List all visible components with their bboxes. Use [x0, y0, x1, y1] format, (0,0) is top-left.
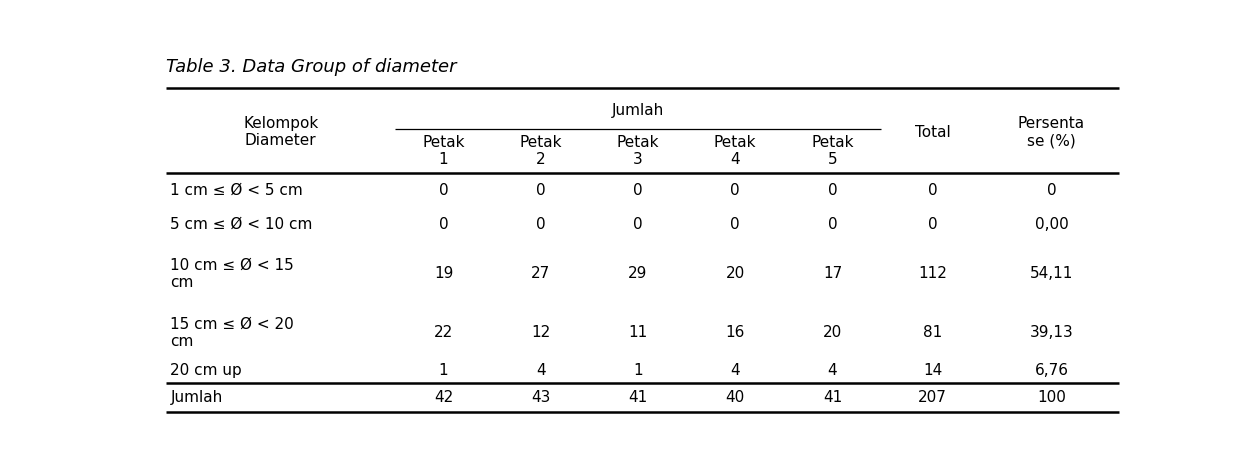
Text: 11: 11 [628, 325, 647, 340]
Text: 0: 0 [1047, 183, 1056, 198]
Text: 0: 0 [535, 183, 545, 198]
Text: Petak
3: Petak 3 [617, 135, 660, 167]
Text: 0: 0 [633, 183, 643, 198]
Text: 112: 112 [918, 267, 947, 281]
Text: Total: Total [914, 124, 951, 140]
Text: Petak
2: Petak 2 [519, 135, 562, 167]
Text: 0: 0 [828, 183, 838, 198]
Text: 0: 0 [828, 217, 838, 232]
Text: 0: 0 [928, 217, 938, 232]
Text: 10 cm ≤ Ø < 15
cm: 10 cm ≤ Ø < 15 cm [171, 258, 295, 290]
Text: 1: 1 [633, 363, 643, 378]
Text: Jumlah: Jumlah [612, 103, 665, 118]
Text: 1: 1 [439, 363, 449, 378]
Text: 20: 20 [726, 267, 745, 281]
Text: 4: 4 [828, 363, 838, 378]
Text: 4: 4 [535, 363, 545, 378]
Text: 0: 0 [439, 217, 449, 232]
Text: 54,11: 54,11 [1030, 267, 1073, 281]
Text: 207: 207 [918, 390, 947, 405]
Text: Petak
4: Petak 4 [714, 135, 756, 167]
Text: 0: 0 [730, 217, 740, 232]
Text: 4: 4 [730, 363, 740, 378]
Text: 0,00: 0,00 [1035, 217, 1068, 232]
Text: 41: 41 [628, 390, 647, 405]
Text: 100: 100 [1037, 390, 1066, 405]
Text: 81: 81 [923, 325, 942, 340]
Text: 14: 14 [923, 363, 942, 378]
Text: Petak
5: Petak 5 [811, 135, 854, 167]
Text: 0: 0 [439, 183, 449, 198]
Text: 22: 22 [434, 325, 453, 340]
Text: 5 cm ≤ Ø < 10 cm: 5 cm ≤ Ø < 10 cm [171, 217, 312, 232]
Text: 15 cm ≤ Ø < 20
cm: 15 cm ≤ Ø < 20 cm [171, 316, 295, 349]
Text: Kelompok
Diameter: Kelompok Diameter [243, 116, 319, 148]
Text: Persenta
se (%): Persenta se (%) [1018, 116, 1085, 148]
Text: 43: 43 [530, 390, 551, 405]
Text: 12: 12 [532, 325, 551, 340]
Text: 39,13: 39,13 [1030, 325, 1073, 340]
Text: 20: 20 [823, 325, 843, 340]
Text: 17: 17 [823, 267, 843, 281]
Text: 29: 29 [628, 267, 647, 281]
Text: 0: 0 [928, 183, 938, 198]
Text: 42: 42 [434, 390, 453, 405]
Text: Table 3. Data Group of diameter: Table 3. Data Group of diameter [167, 58, 456, 76]
Text: 6,76: 6,76 [1035, 363, 1068, 378]
Text: 0: 0 [535, 217, 545, 232]
Text: 16: 16 [726, 325, 745, 340]
Text: 27: 27 [532, 267, 551, 281]
Text: Petak
1: Petak 1 [423, 135, 465, 167]
Text: 1 cm ≤ Ø < 5 cm: 1 cm ≤ Ø < 5 cm [171, 183, 303, 198]
Text: Jumlah: Jumlah [171, 390, 223, 405]
Text: 40: 40 [726, 390, 745, 405]
Text: 20 cm up: 20 cm up [171, 363, 242, 378]
Text: 0: 0 [730, 183, 740, 198]
Text: 41: 41 [823, 390, 843, 405]
Text: 19: 19 [434, 267, 453, 281]
Text: 0: 0 [633, 217, 643, 232]
